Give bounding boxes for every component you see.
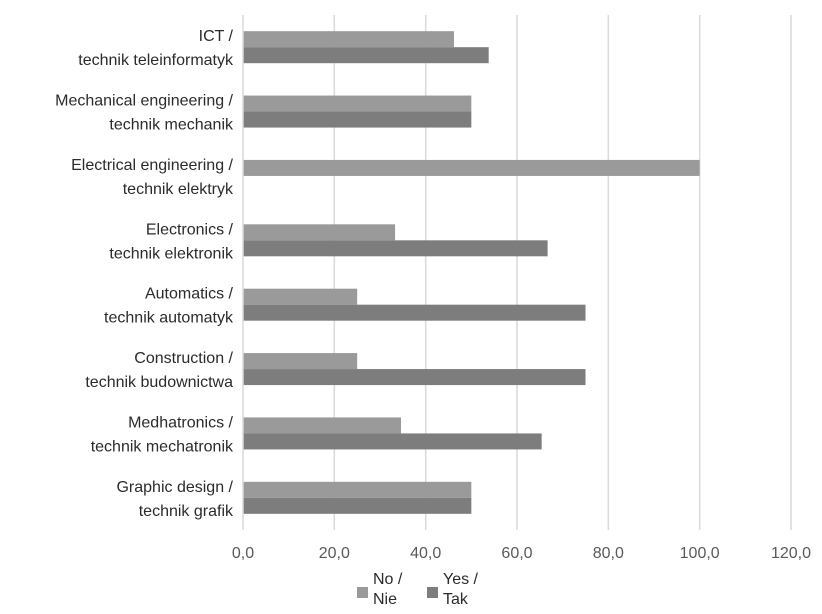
x-tick-label: 20,0	[319, 545, 350, 562]
bar-yes	[243, 240, 548, 257]
x-tick-label: 40,0	[410, 545, 441, 562]
x-tick-labels: 0,0 20,0 40,0 60,0 80,0 100,0 120,0	[232, 545, 811, 562]
x-tick-label: 80,0	[593, 545, 624, 562]
legend: No / Nie Yes / Tak	[357, 571, 479, 608]
category-labels: ICT / technik teleinformatyk Mechanical en…	[55, 28, 234, 520]
legend-label-no: No / Nie	[373, 571, 403, 608]
gridlines	[333, 15, 792, 530]
bar-no	[243, 288, 358, 305]
category-label: Electronics / technik elektronik	[109, 221, 234, 262]
category-label: Electrical engineering / technik elektryk	[71, 157, 234, 198]
bar-no	[243, 417, 402, 434]
bar-no	[243, 31, 454, 48]
x-tick-label: 0,0	[232, 545, 254, 562]
category-label: Mechanical engineering / technik mechanik	[55, 93, 234, 134]
legend-swatch-no	[357, 587, 368, 598]
bar-yes	[243, 111, 472, 128]
bar-yes	[243, 304, 586, 321]
bar-no	[243, 481, 472, 498]
legend-label-yes: Yes / Tak	[443, 571, 479, 608]
legend-swatch-yes	[427, 587, 438, 598]
bar-yes	[243, 497, 472, 514]
bar-yes	[243, 47, 489, 64]
category-label: Graphic design / technik grafik	[116, 479, 234, 520]
bar-yes	[243, 369, 586, 386]
bar-no	[243, 224, 396, 241]
bar-no	[243, 95, 472, 112]
x-tick-label: 120,0	[771, 545, 811, 562]
x-tick-label: 60,0	[501, 545, 532, 562]
category-label: Automatics / technik automatyk	[104, 286, 234, 327]
category-label: Construction / technik budownictwa	[85, 350, 233, 391]
x-tick-label: 100,0	[680, 545, 720, 562]
category-label: Medhatronics / technik mechatronik	[91, 414, 234, 455]
category-label: ICT / technik teleinformatyk	[78, 28, 234, 69]
bar-yes	[243, 433, 542, 450]
bar-no	[243, 353, 358, 370]
bar-no	[243, 159, 700, 176]
bars	[243, 31, 700, 514]
